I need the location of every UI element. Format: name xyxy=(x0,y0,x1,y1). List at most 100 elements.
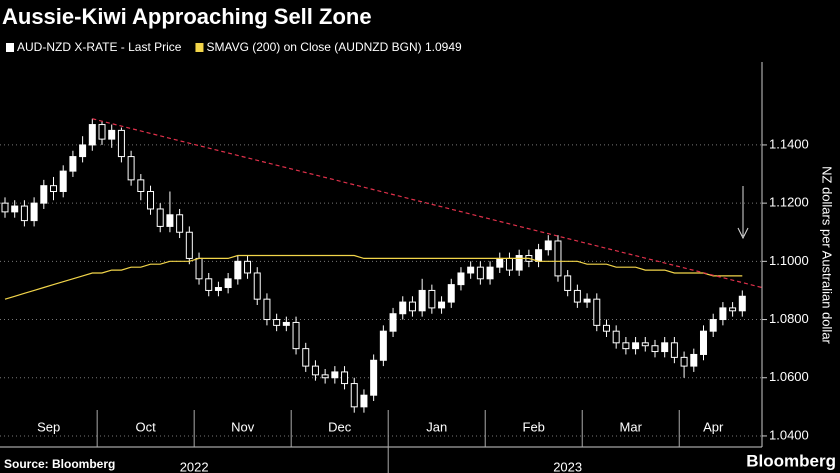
candle-body xyxy=(486,266,494,280)
x-tick-label: Dec xyxy=(328,419,352,434)
candle-body xyxy=(428,289,436,309)
chart-title: Aussie-Kiwi Approaching Sell Zone xyxy=(2,4,372,29)
candle-body xyxy=(379,330,387,361)
candle-body xyxy=(360,394,368,408)
candle-body xyxy=(1,202,9,213)
candle-body xyxy=(79,144,87,158)
candle-body xyxy=(457,272,465,286)
candle-body xyxy=(50,185,58,192)
year-label: 2022 xyxy=(180,459,209,473)
candle-body xyxy=(729,307,737,312)
candle-body xyxy=(399,301,407,315)
candle-body xyxy=(20,205,28,222)
candle-body xyxy=(476,266,484,280)
candle-body xyxy=(185,231,193,259)
arrow-annotation xyxy=(737,186,749,240)
candle-body xyxy=(117,129,125,158)
legend-label: SMAVG (200) on Close (AUDNZD BGN) 1.0949 xyxy=(206,40,462,54)
candle-body xyxy=(515,255,523,271)
candle-body xyxy=(699,330,707,355)
candle-body xyxy=(690,353,698,367)
candle-body xyxy=(234,260,242,280)
legend-swatch xyxy=(195,43,204,52)
legend-label: AUD-NZD X-RATE - Last Price xyxy=(17,40,182,54)
candle-body xyxy=(738,295,746,312)
x-tick-label: Jan xyxy=(426,419,447,434)
x-tick-label: Apr xyxy=(703,419,724,434)
x-tick-label: Mar xyxy=(620,419,643,434)
year-label: 2023 xyxy=(553,459,582,473)
candle-body xyxy=(214,287,222,291)
x-tick-label: Sep xyxy=(37,419,60,434)
sma-line xyxy=(4,254,743,300)
candle-body xyxy=(127,156,135,181)
candle-body xyxy=(166,214,174,227)
candle-body xyxy=(593,298,601,326)
candle-body xyxy=(30,202,38,222)
candle-body xyxy=(438,301,446,309)
candle-body xyxy=(418,289,426,312)
candle-body xyxy=(670,342,678,358)
candle-body xyxy=(341,371,349,385)
candle-body xyxy=(632,342,640,350)
candle-body xyxy=(564,275,572,291)
candle-body xyxy=(408,301,416,312)
candle-body xyxy=(535,249,543,262)
candle-body xyxy=(88,124,96,146)
candle-body xyxy=(40,185,48,204)
candle-body xyxy=(273,319,281,326)
candle-body xyxy=(680,356,688,367)
candle-body xyxy=(389,313,397,332)
candle-body xyxy=(573,289,581,303)
y-tick-label: 1.1400 xyxy=(769,136,809,151)
y-tick-label: 1.0600 xyxy=(769,369,809,384)
y-tick-label: 1.0400 xyxy=(769,427,809,442)
x-tick-label: Oct xyxy=(136,419,157,434)
source: Source: Bloomberg xyxy=(4,457,115,471)
candle-body xyxy=(447,284,455,303)
candle-body xyxy=(156,208,164,227)
candle-body xyxy=(651,345,659,353)
candle-body xyxy=(331,371,339,379)
candle-body xyxy=(98,124,106,140)
candle-body xyxy=(292,321,300,350)
candle-body xyxy=(622,342,630,350)
candle-body xyxy=(263,298,271,321)
candle-body xyxy=(244,260,252,274)
x-tick-label: Nov xyxy=(231,419,255,434)
candle-body xyxy=(661,342,669,353)
y-tick-label: 1.0800 xyxy=(769,311,809,326)
y-tick-label: 1.1000 xyxy=(769,253,809,268)
candle-body xyxy=(224,278,232,289)
candle-body xyxy=(59,170,67,192)
candle-body xyxy=(496,257,504,268)
candle-body xyxy=(253,272,261,300)
legend-swatch xyxy=(6,43,14,52)
candle-body xyxy=(641,342,649,347)
candle-body xyxy=(602,324,610,332)
y-axis-label: NZ dollars per Australian dollar xyxy=(820,166,835,344)
brand: Bloomberg xyxy=(746,451,836,470)
candle-body xyxy=(467,266,475,274)
candle-body xyxy=(282,321,290,326)
candle-body xyxy=(311,365,319,376)
candle-body xyxy=(205,278,213,291)
candle-body xyxy=(69,156,77,172)
candle-body xyxy=(137,179,145,192)
candle-body xyxy=(302,348,310,367)
candle-body xyxy=(176,214,184,233)
candle-body xyxy=(11,205,19,213)
candle-body xyxy=(321,374,329,379)
trendline xyxy=(92,118,763,289)
y-tick-label: 1.1200 xyxy=(769,195,809,210)
candle-body xyxy=(583,298,591,303)
x-tick-label: Feb xyxy=(523,419,545,434)
candle-body xyxy=(108,129,116,140)
candle-body xyxy=(195,257,203,280)
candle-body xyxy=(370,359,378,396)
candle-body xyxy=(719,307,727,321)
candle-body xyxy=(544,240,552,251)
candle-body xyxy=(505,257,513,271)
candle-body xyxy=(554,240,562,277)
